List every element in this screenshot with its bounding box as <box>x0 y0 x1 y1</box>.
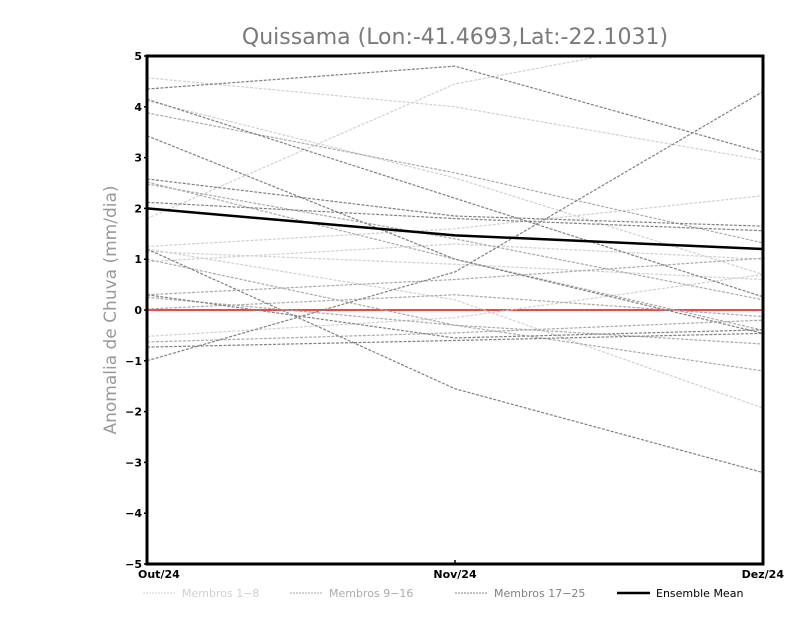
legend-label: Ensemble Mean <box>656 587 743 600</box>
y-tick-label: −5 <box>125 558 142 571</box>
member-line-g2-6 <box>147 319 763 343</box>
y-tick-label: 2 <box>134 202 142 215</box>
x-tick-label: Nov/24 <box>433 568 477 581</box>
y-tick-label: −4 <box>125 507 142 520</box>
member-line-g3-9 <box>147 248 763 474</box>
member-line-g1-4 <box>147 195 763 248</box>
member-line-g1-1 <box>147 56 606 220</box>
legend-label: Membros 17−25 <box>494 587 585 600</box>
member-line-g3-2 <box>147 98 763 298</box>
y-tick-label: −1 <box>125 355 142 368</box>
chart-title: Quissama (Lon:-41.4693,Lat:-22.1031) <box>242 25 668 50</box>
x-tick-label: Out/24 <box>138 568 180 581</box>
member-line-g2-1 <box>147 181 763 331</box>
member-line-g2-2 <box>147 257 763 296</box>
legend-label: Membros 9−16 <box>329 587 413 600</box>
member-line-g2-7 <box>147 112 763 244</box>
y-tick-label: 3 <box>134 152 142 165</box>
y-tick-label: −3 <box>125 456 142 469</box>
member-line-g1-3 <box>147 100 763 276</box>
member-line-g3-7 <box>147 332 763 348</box>
x-tick-label: Dez/24 <box>742 568 785 581</box>
y-axis-label: Anomalia de Chuva (mm/dia) <box>101 185 121 434</box>
member-line-g2-5 <box>147 183 763 301</box>
member-line-g1-5 <box>147 250 763 281</box>
y-tick-label: 4 <box>134 101 142 114</box>
member-line-g2-8 <box>147 296 763 345</box>
member-line-g3-5 <box>147 201 763 232</box>
member-line-g3-3 <box>147 135 763 334</box>
member-line-g3-4 <box>147 178 763 227</box>
member-line-g3-1 <box>147 65 763 154</box>
member-line-g3-6 <box>147 91 763 362</box>
ensemble-mean-line <box>147 207 763 251</box>
member-line-g3-8 <box>147 294 763 339</box>
legend-label: Membros 1−8 <box>182 587 259 600</box>
member-line-g2-3 <box>147 258 763 372</box>
member-line-g1-6 <box>147 243 763 263</box>
y-tick-label: 1 <box>134 253 142 266</box>
y-tick-label: −2 <box>125 406 142 419</box>
member-line-g1-2 <box>147 77 763 161</box>
member-line-g2-4 <box>147 294 763 318</box>
y-tick-label: 5 <box>134 50 142 63</box>
member-line-g1-8 <box>147 248 763 409</box>
y-tick-label: 0 <box>134 304 142 317</box>
member-line-g1-7 <box>147 273 763 338</box>
